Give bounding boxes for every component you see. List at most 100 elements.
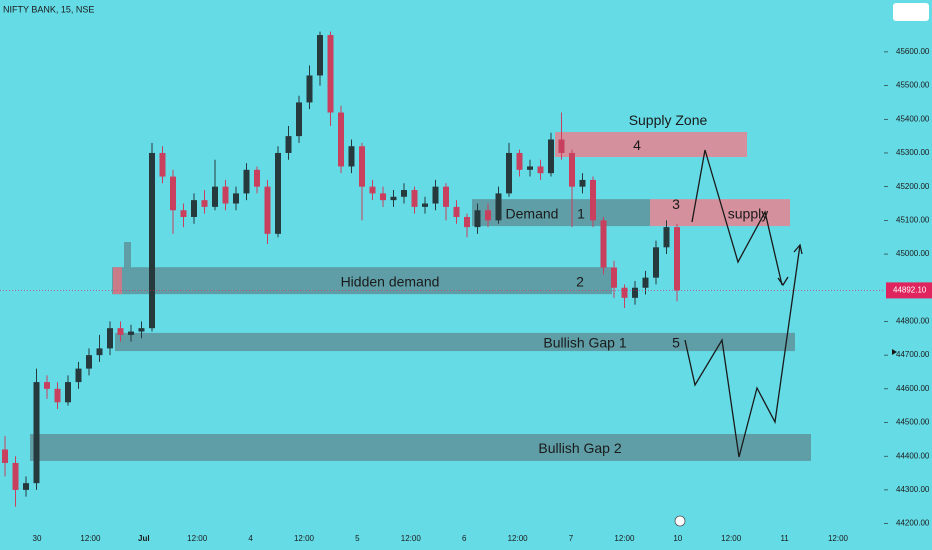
candle-body xyxy=(54,388,61,403)
candle-body xyxy=(23,483,29,490)
zone xyxy=(115,332,795,352)
x-tick-label: 12:00 xyxy=(614,534,635,543)
y-tick-label: 45100.00 xyxy=(896,215,930,224)
y-tick-label: 45000.00 xyxy=(896,249,930,258)
zone xyxy=(30,433,811,461)
candle-body xyxy=(663,227,670,248)
y-tick-label: 44700.00 xyxy=(896,350,930,359)
candle-body xyxy=(453,206,460,217)
candle-body xyxy=(2,449,8,463)
candle-body xyxy=(485,210,491,221)
candle-body xyxy=(590,179,596,221)
candle-body xyxy=(12,462,19,490)
candle-body xyxy=(254,169,260,187)
candle-body xyxy=(180,210,187,217)
candle-body xyxy=(138,328,145,332)
candle-body xyxy=(285,136,292,153)
candle-body xyxy=(317,35,323,76)
zone-title: Supply Zone xyxy=(629,112,708,128)
candle-body xyxy=(327,35,334,113)
y-tick-label: 44500.00 xyxy=(896,418,930,427)
candle-body xyxy=(264,186,271,234)
x-tick-label: Jul xyxy=(138,534,150,543)
candle-body xyxy=(516,152,523,170)
candle-body xyxy=(243,169,250,194)
zone xyxy=(555,132,747,158)
candle-body xyxy=(369,186,376,194)
scroll-marker[interactable] xyxy=(892,349,897,355)
candle-body xyxy=(569,152,575,187)
x-tick-label: 12:00 xyxy=(187,534,208,543)
candle-body xyxy=(306,75,313,103)
candle-body xyxy=(117,328,124,335)
candle-body xyxy=(653,247,659,278)
candle-body xyxy=(296,102,302,137)
candle-body xyxy=(632,287,638,298)
projection-arrow xyxy=(684,244,801,458)
x-tick-label: 12:00 xyxy=(294,534,315,543)
candle-body xyxy=(674,227,680,291)
x-tick-label: 12:00 xyxy=(508,534,529,543)
candle-body xyxy=(44,382,50,389)
candle-body xyxy=(348,146,355,167)
candle-body xyxy=(380,193,386,201)
candle-body xyxy=(390,196,397,201)
candle-body xyxy=(537,166,544,174)
candle-body xyxy=(474,210,481,228)
zone-number: 1 xyxy=(577,205,585,221)
x-tick-label: 6 xyxy=(462,534,467,543)
event-icon[interactable] xyxy=(674,515,686,527)
candle-body xyxy=(359,146,365,187)
zone-label: Bullish Gap 2 xyxy=(538,440,621,456)
candle-body xyxy=(86,355,92,369)
arrow-head xyxy=(793,243,803,255)
x-tick-label: 4 xyxy=(248,534,253,543)
y-tick-label: 45600.00 xyxy=(896,47,930,56)
x-tick-label: 30 xyxy=(33,534,42,543)
candle-body xyxy=(506,152,512,194)
candle-body xyxy=(212,186,218,207)
last-price-label: 44892.10 xyxy=(893,286,927,295)
y-tick-label: 44800.00 xyxy=(896,317,930,326)
arrow-head xyxy=(777,276,789,287)
zone-label: supply xyxy=(728,205,768,221)
y-tick-label: 45300.00 xyxy=(896,148,930,157)
candle-body xyxy=(411,190,418,207)
candle-body xyxy=(548,139,554,174)
y-tick-label: 45500.00 xyxy=(896,81,930,90)
zone-number: 3 xyxy=(672,196,680,212)
candle-body xyxy=(191,200,197,217)
candle-body xyxy=(401,190,407,197)
zone-edge xyxy=(113,267,122,295)
candle-body xyxy=(33,382,40,484)
candle-body xyxy=(201,200,208,207)
x-tick-label: 10 xyxy=(673,534,682,543)
candle-body xyxy=(233,193,239,204)
candle-body xyxy=(107,328,113,349)
zone-label: Demand xyxy=(506,205,559,221)
candle-body xyxy=(642,277,649,288)
toolbar-button[interactable] xyxy=(893,3,929,21)
candle-body xyxy=(432,186,439,204)
y-tick-label: 44300.00 xyxy=(896,485,930,494)
projection-arrow xyxy=(691,149,783,286)
x-tick-label: 5 xyxy=(355,534,360,543)
y-tick-label: 44600.00 xyxy=(896,384,930,393)
candle-body xyxy=(621,287,628,298)
x-tick-label: 12:00 xyxy=(828,534,849,543)
y-tick-label: 44200.00 xyxy=(896,519,930,528)
candle-body xyxy=(422,203,428,207)
labels: Hidden demand 2 Demand 1 supply 3 4 Supply Zone… xyxy=(341,112,769,456)
zone-number: 5 xyxy=(672,335,680,351)
candle-body xyxy=(600,220,607,268)
zone-number: 4 xyxy=(633,137,641,153)
zone-label: Bullish Gap 1 xyxy=(543,335,626,351)
chart-title: NIFTY BANK, 15, NSE xyxy=(3,4,94,14)
candles xyxy=(2,31,680,507)
candle-body xyxy=(75,368,82,383)
candle-body xyxy=(527,166,533,170)
y-tick-label: 44400.00 xyxy=(896,451,930,460)
candle-body xyxy=(611,267,617,288)
candle-body xyxy=(464,216,470,228)
candle-body xyxy=(149,152,155,329)
